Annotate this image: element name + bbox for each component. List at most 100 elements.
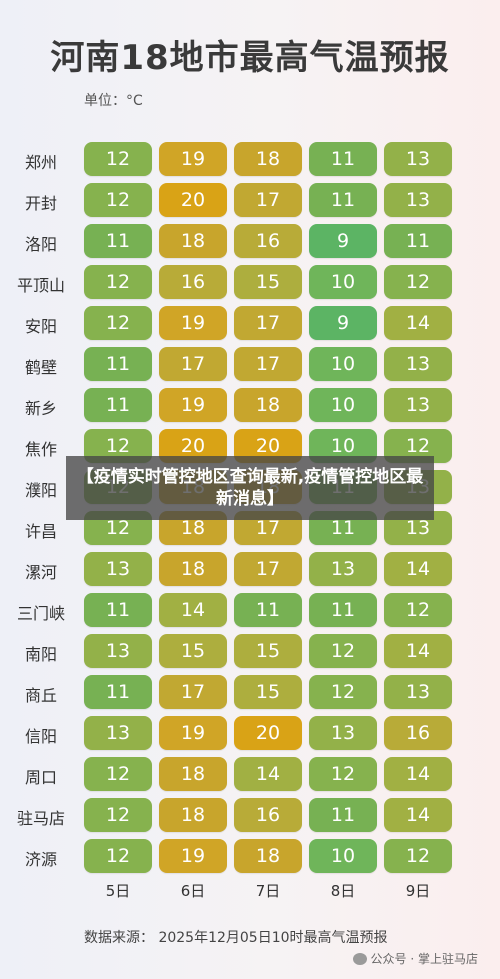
heatmap-cell: 18 (159, 224, 227, 258)
heatmap-cell: 14 (384, 757, 452, 791)
heatmap-cell: 18 (159, 757, 227, 791)
heatmap-cell: 15 (234, 675, 302, 709)
heatmap-cell: 16 (234, 224, 302, 258)
city-label: 安阳 (24, 317, 57, 336)
heatmap-cell: 12 (309, 757, 377, 791)
heatmap-cell: 10 (309, 347, 377, 381)
city-label: 焦作 (24, 440, 57, 459)
heatmap-cell: 12 (84, 798, 152, 832)
heatmap-cell: 20 (234, 716, 302, 750)
city-label: 济源 (24, 850, 57, 869)
data-source: 数据来源： 2025年12月05日10时最高气温预报 (84, 930, 388, 946)
heatmap-cell: 11 (309, 798, 377, 832)
heatmap-cell: 14 (384, 306, 452, 340)
heatmap-cell: 12 (384, 839, 452, 873)
heatmap-cell: 13 (84, 552, 152, 586)
city-label: 商丘 (24, 686, 57, 705)
heatmap-cell: 11 (309, 142, 377, 176)
heatmap-cell: 20 (159, 183, 227, 217)
heatmap-cell: 13 (384, 388, 452, 422)
heatmap-cell: 10 (309, 839, 377, 873)
heatmap-cell: 11 (84, 388, 152, 422)
heatmap-cell: 17 (159, 347, 227, 381)
heatmap-cell: 9 (309, 224, 377, 258)
day-label: 7日 (255, 882, 281, 900)
heatmap-cell: 19 (159, 306, 227, 340)
heatmap-cell: 17 (234, 552, 302, 586)
heatmap-cell: 16 (159, 265, 227, 299)
city-label: 平顶山 (16, 276, 65, 295)
heatmap-cell: 19 (159, 388, 227, 422)
heatmap-cell: 18 (234, 142, 302, 176)
heatmap-cell: 12 (309, 634, 377, 668)
day-label: 5日 (105, 882, 131, 900)
heatmap-cell: 18 (159, 552, 227, 586)
heatmap-cell: 18 (234, 388, 302, 422)
heatmap-cell: 13 (84, 634, 152, 668)
heatmap-cell: 19 (159, 839, 227, 873)
heatmap-cell: 13 (384, 675, 452, 709)
day-label: 9日 (405, 882, 431, 900)
heatmap-cell: 11 (309, 183, 377, 217)
heatmap-cell: 12 (84, 757, 152, 791)
heatmap-cell: 14 (234, 757, 302, 791)
heatmap-cell: 11 (84, 224, 152, 258)
heatmap-cell: 17 (234, 306, 302, 340)
heatmap-cell: 11 (309, 593, 377, 627)
heatmap-cell: 14 (384, 552, 452, 586)
city-label: 漯河 (24, 563, 57, 582)
heatmap-cell: 12 (84, 839, 152, 873)
heatmap-cell: 14 (384, 634, 452, 668)
headline-overlay[interactable]: 【疫情实时管控地区查询最新,疫情管控地区最新消息】 (66, 456, 434, 520)
heatmap-cell: 14 (384, 798, 452, 832)
heatmap-cell: 11 (384, 224, 452, 258)
heatmap-cell: 17 (159, 675, 227, 709)
heatmap-cell: 17 (234, 183, 302, 217)
heatmap-cell: 18 (159, 798, 227, 832)
heatmap-cell: 13 (384, 183, 452, 217)
wechat-icon (352, 952, 367, 965)
heatmap-cell: 12 (84, 183, 152, 217)
heatmap-cell: 9 (309, 306, 377, 340)
heatmap-cell: 10 (309, 388, 377, 422)
heatmap-cell: 11 (84, 593, 152, 627)
city-label: 新乡 (24, 399, 57, 418)
heatmap-cell: 16 (384, 716, 452, 750)
heatmap-cell: 13 (309, 716, 377, 750)
city-label: 洛阳 (24, 235, 57, 254)
heatmap-cell: 13 (384, 142, 452, 176)
heatmap-cell: 11 (84, 347, 152, 381)
day-label: 6日 (180, 882, 206, 900)
heatmap-cell: 15 (234, 265, 302, 299)
city-label: 许昌 (24, 522, 57, 541)
heatmap-cell: 10 (309, 265, 377, 299)
heatmap-cell: 17 (234, 347, 302, 381)
unit-label: 单位：°C (84, 93, 143, 109)
heatmap-cell: 15 (159, 634, 227, 668)
heatmap-cell: 12 (384, 593, 452, 627)
city-label: 三门峡 (16, 604, 65, 623)
watermark: 公众号 · 掌上驻马店 (352, 950, 478, 967)
heatmap-cell: 13 (384, 347, 452, 381)
city-label: 郑州 (24, 153, 57, 172)
heatmap-cell: 16 (234, 798, 302, 832)
city-label: 鹤壁 (24, 358, 57, 377)
heatmap-cell: 14 (159, 593, 227, 627)
heatmap-cell: 12 (384, 265, 452, 299)
city-label: 南阳 (24, 645, 57, 664)
city-label: 濮阳 (24, 481, 57, 500)
day-label: 8日 (330, 882, 356, 900)
city-label: 开封 (24, 194, 57, 213)
heatmap-cell: 18 (234, 839, 302, 873)
city-label: 驻马店 (16, 809, 65, 828)
watermark-text: 公众号 · 掌上驻马店 (370, 952, 478, 966)
heatmap-cell: 11 (234, 593, 302, 627)
city-label: 信阳 (24, 727, 57, 746)
heatmap-cell: 12 (84, 306, 152, 340)
heatmap-cell: 12 (84, 265, 152, 299)
heatmap-cell: 12 (309, 675, 377, 709)
chart-title: 河南18地市最高气温预报 (50, 38, 450, 78)
heatmap-cell: 13 (84, 716, 152, 750)
heatmap-cell: 19 (159, 142, 227, 176)
